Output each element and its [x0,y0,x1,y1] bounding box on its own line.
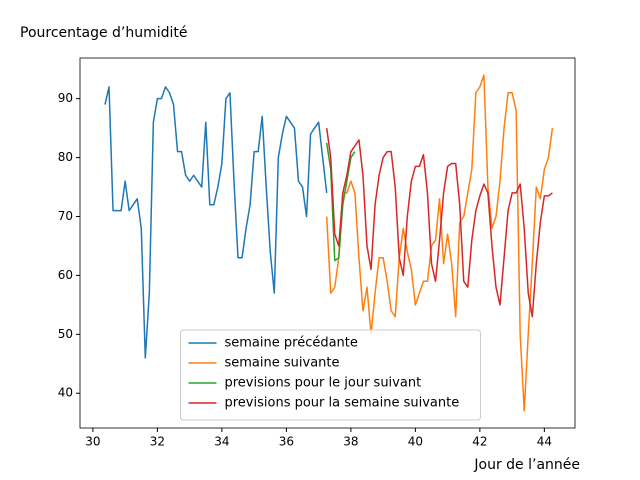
y-tick-label: 40 [58,386,73,400]
legend-label: previsions pour la semaine suivante [225,396,460,411]
chart-title: Pourcentage d’humidité [20,25,188,41]
x-axis-label: Jour de l’année [473,457,580,473]
x-tick-label: 34 [214,435,229,449]
x-tick-label: 30 [85,435,100,449]
legend-box [180,329,481,421]
legend-label: previsions pour le jour suivant [225,376,422,391]
series-line [325,74,554,412]
y-tick-label: 90 [58,91,73,105]
x-tick-label: 44 [537,435,552,449]
plot-frame [79,57,576,429]
y-tick-label: 60 [58,268,73,282]
legend-label: semaine suivante [225,356,340,371]
series-line [104,86,328,359]
y-tick-label: 50 [58,327,73,341]
x-tick-label: 38 [343,435,358,449]
y-tick-label: 70 [58,209,73,223]
x-tick-label: 40 [408,435,423,449]
x-tick-label: 32 [150,435,165,449]
legend: semaine précédante semaine suivante previs… [180,329,481,421]
x-tick-label: 42 [472,435,487,449]
legend-label: semaine précédante [225,336,358,351]
series-line [325,128,553,318]
y-tick-label: 80 [58,150,73,164]
x-tick-label: 36 [279,435,294,449]
